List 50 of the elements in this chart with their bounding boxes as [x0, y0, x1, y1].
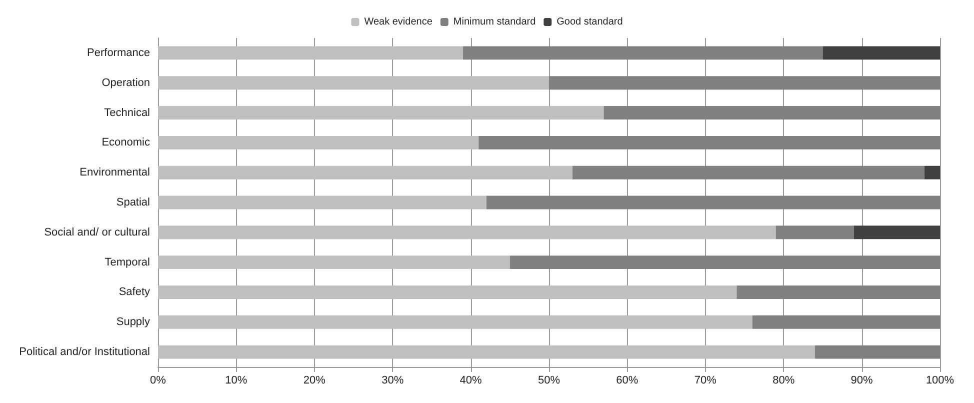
y-tick-label: Spatial [116, 196, 150, 208]
y-tick-label: Economic [102, 136, 150, 149]
x-tick-label: 100% [926, 374, 954, 386]
bar [776, 226, 854, 240]
x-tick-label: 10% [225, 374, 248, 386]
bar [158, 345, 815, 359]
y-tick-label: Temporal [104, 256, 150, 268]
bar [604, 106, 940, 120]
y-tick-label: Social and/ or cultural [44, 226, 150, 238]
bar [158, 196, 486, 210]
bar [572, 166, 924, 180]
bar [158, 226, 776, 240]
legend-label: Weak evidence [364, 16, 433, 28]
bar [736, 286, 940, 299]
bar [158, 76, 549, 90]
bar [158, 256, 510, 270]
y-tick-label: Political and/or Institutional [19, 346, 150, 358]
x-tick-label: 80% [772, 374, 795, 386]
x-tick-label: 60% [616, 374, 638, 386]
bar [158, 46, 463, 60]
y-tick-label: Safety [118, 286, 150, 298]
bar [822, 46, 940, 60]
bar [158, 136, 479, 150]
bar [158, 106, 604, 120]
bar [752, 315, 940, 329]
bar [158, 315, 752, 329]
bar [549, 76, 940, 90]
bar [510, 256, 940, 270]
y-tick-label: Environmental [80, 166, 150, 179]
bar [478, 136, 940, 150]
x-tick-label: 0% [150, 374, 166, 386]
y-tick-label: Supply [116, 316, 150, 328]
bar [814, 345, 940, 359]
x-tick-label: 90% [850, 374, 874, 386]
bar [158, 166, 572, 180]
x-tick-label: 70% [694, 374, 717, 386]
bar [462, 46, 823, 60]
bar [486, 196, 940, 210]
bar [158, 286, 737, 299]
x-tick-label: 40% [460, 374, 482, 386]
legend-label: Minimum standard [453, 16, 536, 28]
x-tick-label: 30% [382, 374, 404, 386]
bar [924, 166, 940, 180]
legend-label: Good standard [556, 16, 623, 28]
y-tick-label: Technical [104, 106, 150, 119]
x-tick-label: 20% [303, 374, 326, 386]
y-tick-label: Operation [102, 76, 150, 89]
bar [854, 226, 940, 240]
y-tick-label: Performance [87, 46, 150, 59]
x-tick-label: 50% [538, 374, 560, 386]
